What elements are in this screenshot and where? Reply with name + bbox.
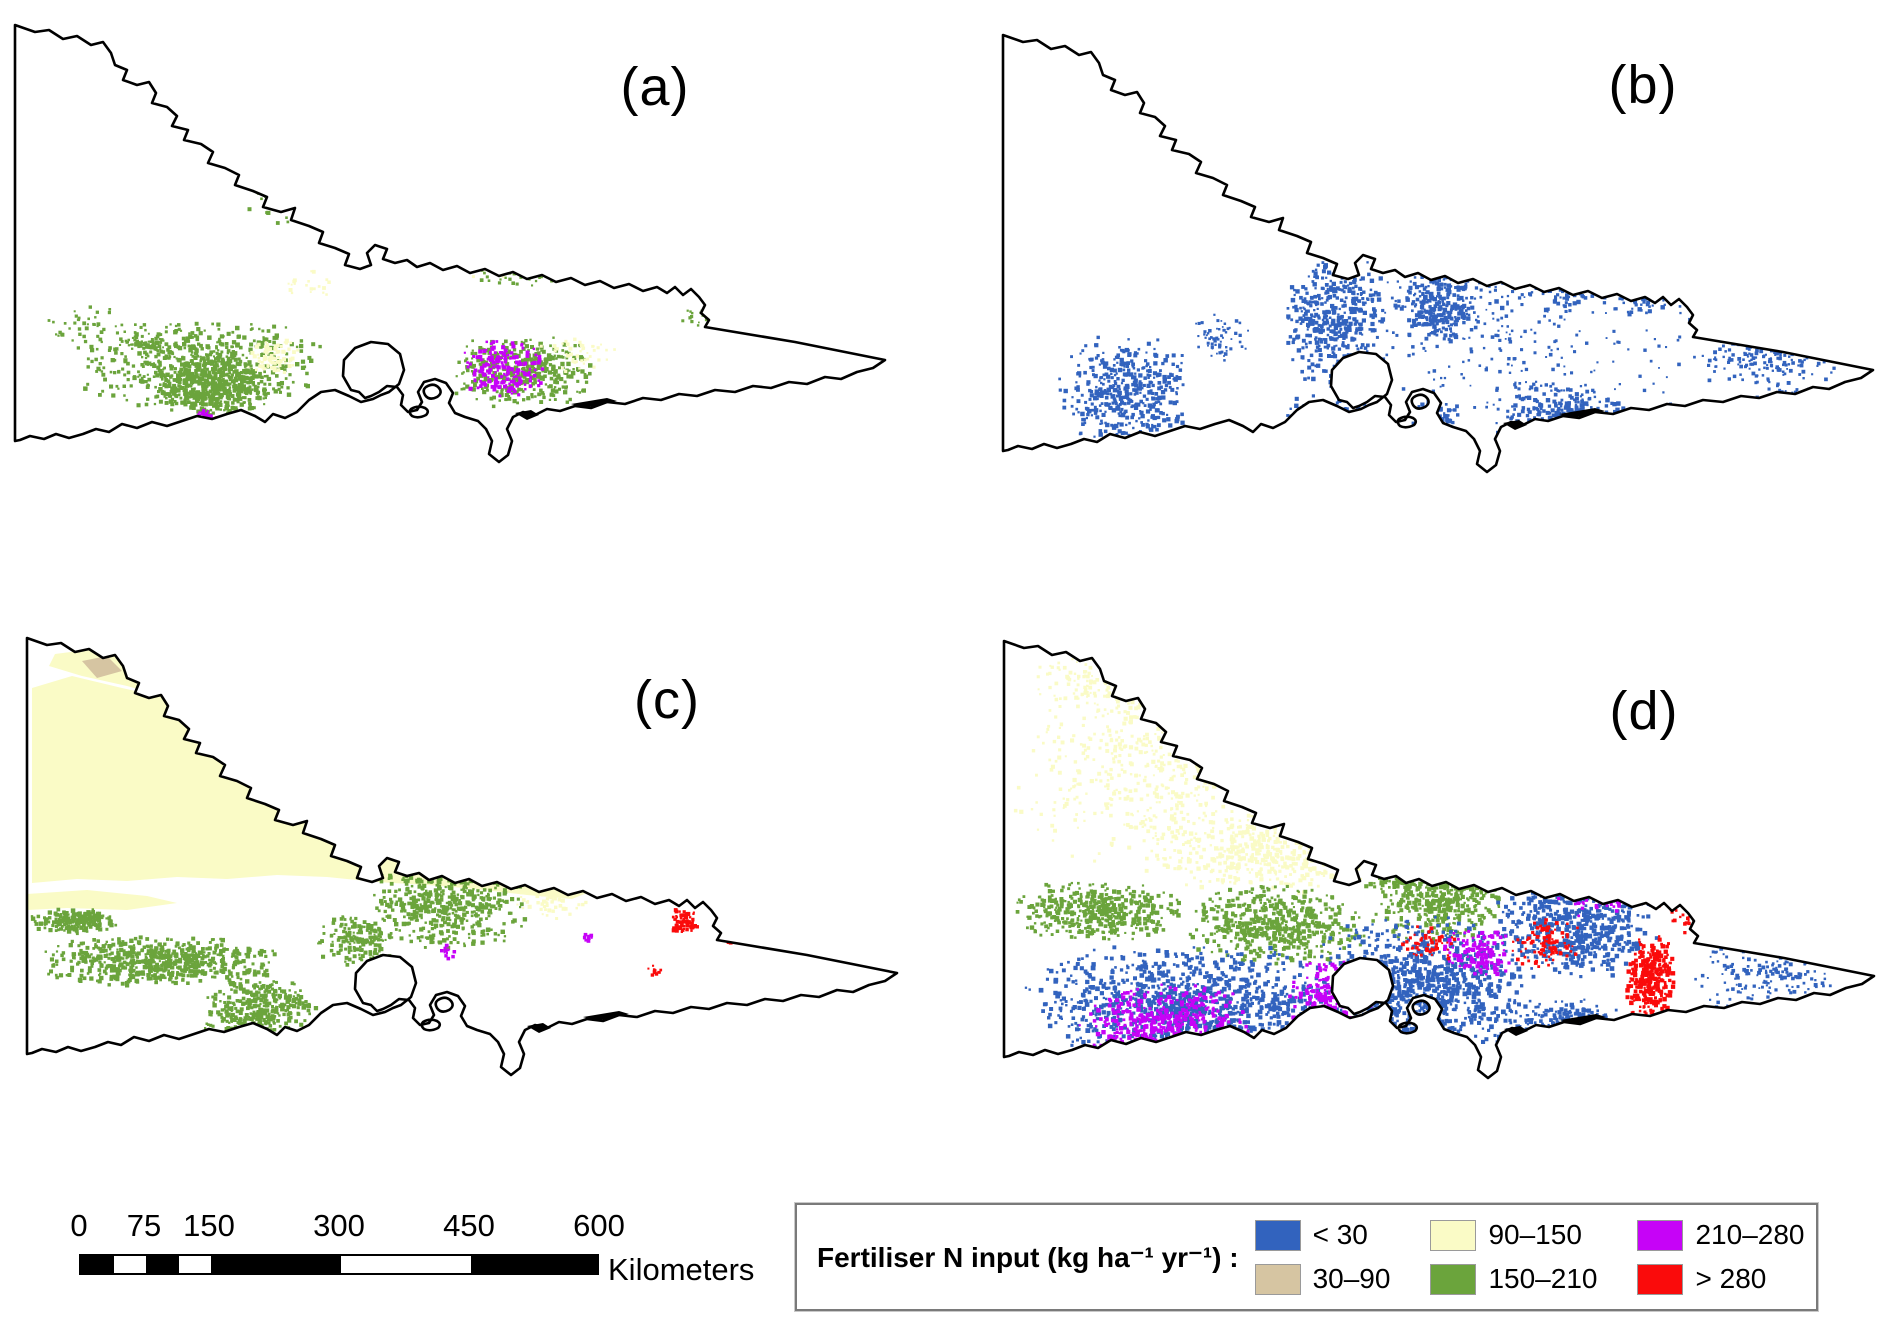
legend-item-150-210: 150–210 — [1430, 1263, 1597, 1295]
legend-swatch-90-150 — [1430, 1219, 1477, 1251]
scalebar-tick: 75 — [126, 1208, 162, 1243]
scalebar-segment — [81, 1256, 114, 1273]
victoria-outline — [13, 23, 887, 464]
map-panel-a: (a) — [13, 23, 887, 495]
panel-label-a: (a) — [620, 57, 690, 117]
legend-item-90-150: 90–150 — [1430, 1219, 1597, 1251]
legend-item-lt30: < 30 — [1254, 1219, 1391, 1251]
victoria-outline — [25, 636, 899, 1077]
victoria-outline — [1002, 639, 1876, 1080]
scalebar-tick: 600 — [573, 1208, 625, 1243]
legend-grid: < 30 30–90 90–150 150–210 210–280 > 280 — [1254, 1219, 1805, 1295]
victoria-map-b — [1001, 33, 1875, 474]
legend-item-30-90: 30–90 — [1254, 1263, 1390, 1295]
scalebar-segment — [471, 1256, 597, 1273]
coastal-inlet-marks — [1504, 1014, 1606, 1036]
scalebar-unit: Kilometers — [608, 1252, 755, 1287]
coastal-inlet-marks — [515, 398, 617, 420]
map-panel-d: (d) — [1002, 639, 1876, 1111]
scalebar-tick: 150 — [183, 1208, 235, 1243]
panel-label-b: (b) — [1608, 55, 1678, 115]
coastal-inlet-marks — [527, 1011, 629, 1033]
scalebar-bar — [79, 1254, 599, 1275]
panel-label-d: (d) — [1609, 681, 1679, 741]
panel-label-c: (c) — [634, 670, 700, 730]
legend-swatch-gt280 — [1637, 1263, 1684, 1295]
legend-item-gt280: > 280 — [1637, 1263, 1804, 1295]
scalebar: 0 75 150 300 450 600 Kilometers — [60, 1208, 800, 1294]
map-panel-b: (b) — [1001, 33, 1875, 505]
legend-swatch-210-280 — [1637, 1219, 1684, 1251]
legend-item-210-280: 210–280 — [1637, 1219, 1805, 1251]
legend-swatch-150-210 — [1430, 1263, 1477, 1295]
legend-title: Fertiliser N input (kg ha⁻¹ yr⁻¹) : — [817, 1241, 1239, 1273]
scalebar-tick: 300 — [313, 1208, 365, 1243]
scalebar-tick: 450 — [443, 1208, 495, 1243]
map-panel-c: (c) — [25, 636, 899, 1108]
victoria-outline — [1001, 33, 1875, 474]
victoria-map-d — [1002, 639, 1876, 1080]
scalebar-segment — [211, 1256, 341, 1273]
victoria-map-a — [13, 23, 887, 464]
legend-swatch-lt30 — [1254, 1219, 1301, 1251]
scalebar-segment — [146, 1256, 179, 1273]
victoria-map-c — [25, 636, 899, 1077]
scalebar-tick: 0 — [70, 1208, 88, 1243]
legend-box: Fertiliser N input (kg ha⁻¹ yr⁻¹) : < 30… — [794, 1202, 1819, 1312]
coastal-inlet-marks — [1503, 408, 1605, 430]
legend-swatch-30-90 — [1254, 1263, 1301, 1295]
